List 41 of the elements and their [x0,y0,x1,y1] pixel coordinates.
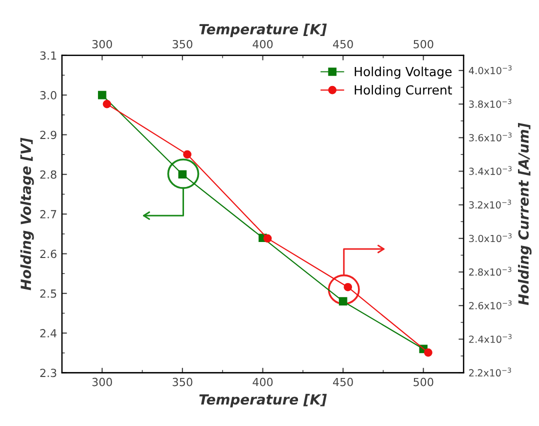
legend-label: Holding Voltage [354,66,452,79]
y-tick-label: 2.9 [40,130,56,140]
y-tick-label: 2.5 [40,289,56,298]
x2-axis-title: Temperature [K] [199,24,327,38]
y2-tick-label: 3.0x10$^{−3}$ [469,233,512,242]
y2-tick-label: 2.6x10$^{−3}$ [469,300,512,310]
y2-tick-label: 4.0x10$^{−3}$ [468,65,512,74]
x2-tick-label: 500 [414,40,434,48]
y-tick-label: 3.0 [40,91,56,100]
y2-tick-label: 3.2x10$^{−3}$ [469,200,512,209]
y2-tick-label: 3.6x10$^{−3}$ [469,132,512,142]
y2-tick-label: 3.4x10$^{−3}$ [469,166,512,176]
y-axis-title: Holding Voltage [V] [20,138,34,290]
x-tick-label: 400 [252,378,273,386]
x-tick-label: 350 [172,378,192,386]
y-tick-label: 2.3 [40,368,56,378]
x2-tick-label: 400 [252,40,273,48]
y2-tick-label: 2.8x10$^{−3}$ [469,266,512,276]
y-tick-label: 2.7 [40,210,56,218]
x-axis-title: Temperature [K] [199,394,327,408]
point [424,348,432,357]
y-tick-label: 2.8 [40,170,56,179]
y-tick-label: 2.6 [40,250,56,258]
x2-tick-label: 300 [92,40,112,48]
legend-label: Holding Current [354,84,452,98]
y2-tick-label: 2.4x10$^{−3}$ [469,334,512,343]
point [102,100,112,108]
y2-tick-label: 2.2x10$^{−3}$ [469,368,512,377]
x2-tick-label: 450 [333,40,353,48]
point [98,90,106,100]
x2-tick-label: 350 [172,40,192,48]
point [263,234,272,243]
x-tick-label: 500 [414,378,434,386]
y-tick-label: 3.1 [40,51,56,60]
x-tick-label: 300 [92,378,112,386]
point [338,297,348,306]
y2-axis-title: Holding Current [A/um] [518,122,532,306]
point [183,150,192,159]
y2-tick-label: 3.8x10$^{−3}$ [469,98,512,108]
x-tick-label: 450 [333,378,353,386]
y-tick-label: 2.4 [40,329,56,338]
